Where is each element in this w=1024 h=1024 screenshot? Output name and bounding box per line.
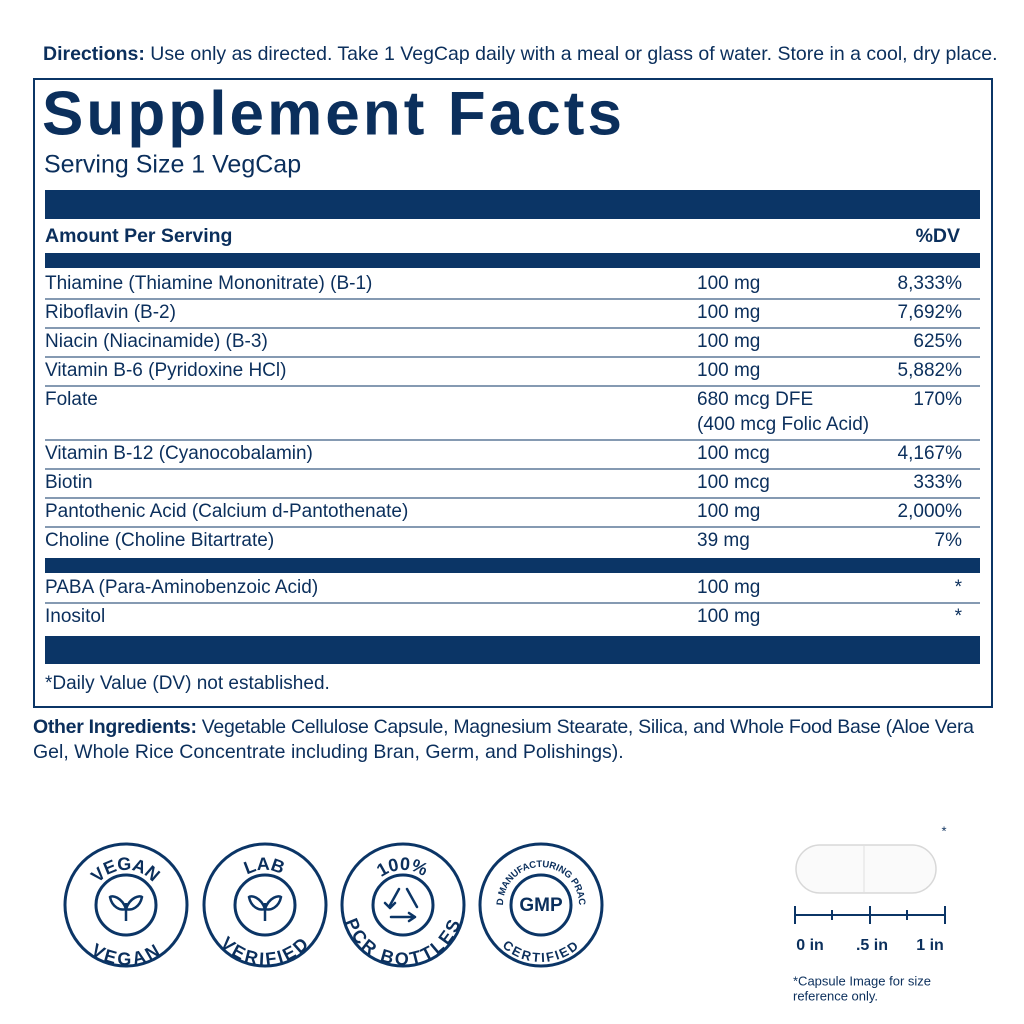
nutrient-name: Thiamine (Thiamine Mononitrate) (B-1) [45, 273, 372, 294]
bar [45, 190, 980, 219]
nutrient-name: Vitamin B-6 (Pyridoxine HCl) [45, 360, 286, 381]
bar [45, 636, 980, 664]
ruler [794, 906, 946, 924]
nutrient-name: Riboflavin (B-2) [45, 302, 176, 323]
badge-top: VEGAN [87, 854, 164, 887]
badge-bottom: PCR BOTTLES [341, 915, 463, 969]
capsule-asterisk: * [941, 823, 946, 838]
icon [108, 895, 144, 921]
nutrient-dv: 7,692% [898, 302, 963, 323]
directions-text: Use only as directed. Take 1 VegCap dail… [150, 43, 997, 65]
nutrient-dv: * [955, 577, 963, 598]
bar [45, 253, 980, 268]
nutrient-amount: (400 mcg Folic Acid) [697, 414, 869, 435]
nutrient-dv: 5,882% [898, 360, 963, 381]
other-ingredients-label: Other Ingredients: [33, 716, 197, 738]
badge-inner [233, 873, 297, 937]
nutrient-dv: 7% [935, 530, 963, 551]
badge-text: VERIFIED [217, 933, 313, 969]
nutrient-name: Choline (Choline Bitartrate) [45, 530, 274, 551]
capsule-note: reference only. [793, 988, 878, 1003]
directions-label: Directions: [43, 43, 145, 65]
facts-box [33, 78, 993, 708]
ruler-label: 0 in [796, 937, 824, 954]
nutrient-amount: 100 mg [697, 360, 760, 381]
nutrient-name: PABA (Para-Aminobenzoic Acid) [45, 577, 318, 598]
nutrient-amount: 100 mg [697, 302, 760, 323]
nutrient-name: Inositol [45, 606, 105, 627]
nutrient-name: Vitamin B-12 (Cyanocobalamin) [45, 443, 313, 464]
nutrient-name: Biotin [45, 472, 93, 493]
capsule-note: *Capsule Image for size [793, 973, 931, 988]
badge-ring [340, 842, 466, 968]
badge-ring [478, 842, 604, 968]
nutrient-name: Folate [45, 389, 98, 410]
nutrient-amount: 100 mg [697, 577, 760, 598]
nutrient-name: Niacin (Niacinamide) (B-3) [45, 331, 268, 352]
badge-ring [202, 842, 328, 968]
nutrient-amount: 680 mcg DFE [697, 389, 813, 410]
badge-text: PCR BOTTLES [341, 915, 464, 969]
badge-text: CERTIFIED [500, 938, 583, 966]
nutrient-amount: 100 mcg [697, 443, 770, 464]
nutrient-dv: * [955, 606, 963, 627]
capsule-image [795, 844, 937, 894]
other-ingredients-text: Gel, Whole Rice Concentrate including Br… [33, 741, 624, 763]
badge-center: GMP [519, 895, 563, 916]
ruler-label: .5 in [856, 937, 888, 954]
badge-ring [63, 842, 189, 968]
nutrient-name: Pantothenic Acid (Calcium d-Pantothenate… [45, 501, 408, 522]
nutrient-dv: 4,167% [898, 443, 963, 464]
serving-size: Serving Size 1 VegCap [44, 151, 301, 179]
bar [45, 558, 980, 573]
badge-text: VEGAN [87, 854, 165, 887]
amount-header: Amount Per Serving [45, 225, 232, 247]
dv-header: %DV [916, 225, 960, 247]
nutrient-amount: 100 mcg [697, 472, 770, 493]
facts-title: Supplement Facts [42, 79, 622, 148]
other-ingredients: Other Ingredients: Vegetable Cellulose C… [33, 716, 974, 738]
nutrient-dv: 625% [913, 331, 962, 352]
nutrient-amount: 100 mg [697, 273, 760, 294]
nutrient-amount: 39 mg [697, 530, 750, 551]
badge-bottom: CERTIFIED [500, 938, 581, 966]
badge-inner [371, 873, 435, 937]
nutrient-dv: 8,333% [898, 273, 963, 294]
footnote: *Daily Value (DV) not established. [45, 673, 330, 694]
icon [383, 887, 419, 923]
nutrient-amount: 100 mg [697, 331, 760, 352]
badge-inner [509, 873, 573, 937]
badge-bottom: VERIFIED [217, 933, 312, 969]
other-ingredients-text: Vegetable Cellulose Capsule, Magnesium S… [202, 716, 974, 738]
badge-inner [94, 873, 158, 937]
nutrient-amount: 100 mg [697, 606, 760, 627]
nutrient-dv: 333% [913, 472, 962, 493]
directions: Directions: Use only as directed. Take 1… [43, 43, 998, 65]
badge-text: VEGAN [88, 939, 164, 968]
ruler-label: 1 in [916, 937, 944, 954]
nutrient-dv: 2,000% [898, 501, 963, 522]
icon [247, 895, 283, 921]
badge-bottom: VEGAN [88, 939, 162, 968]
nutrient-amount: 100 mg [697, 501, 760, 522]
nutrient-dv: 170% [913, 389, 962, 410]
